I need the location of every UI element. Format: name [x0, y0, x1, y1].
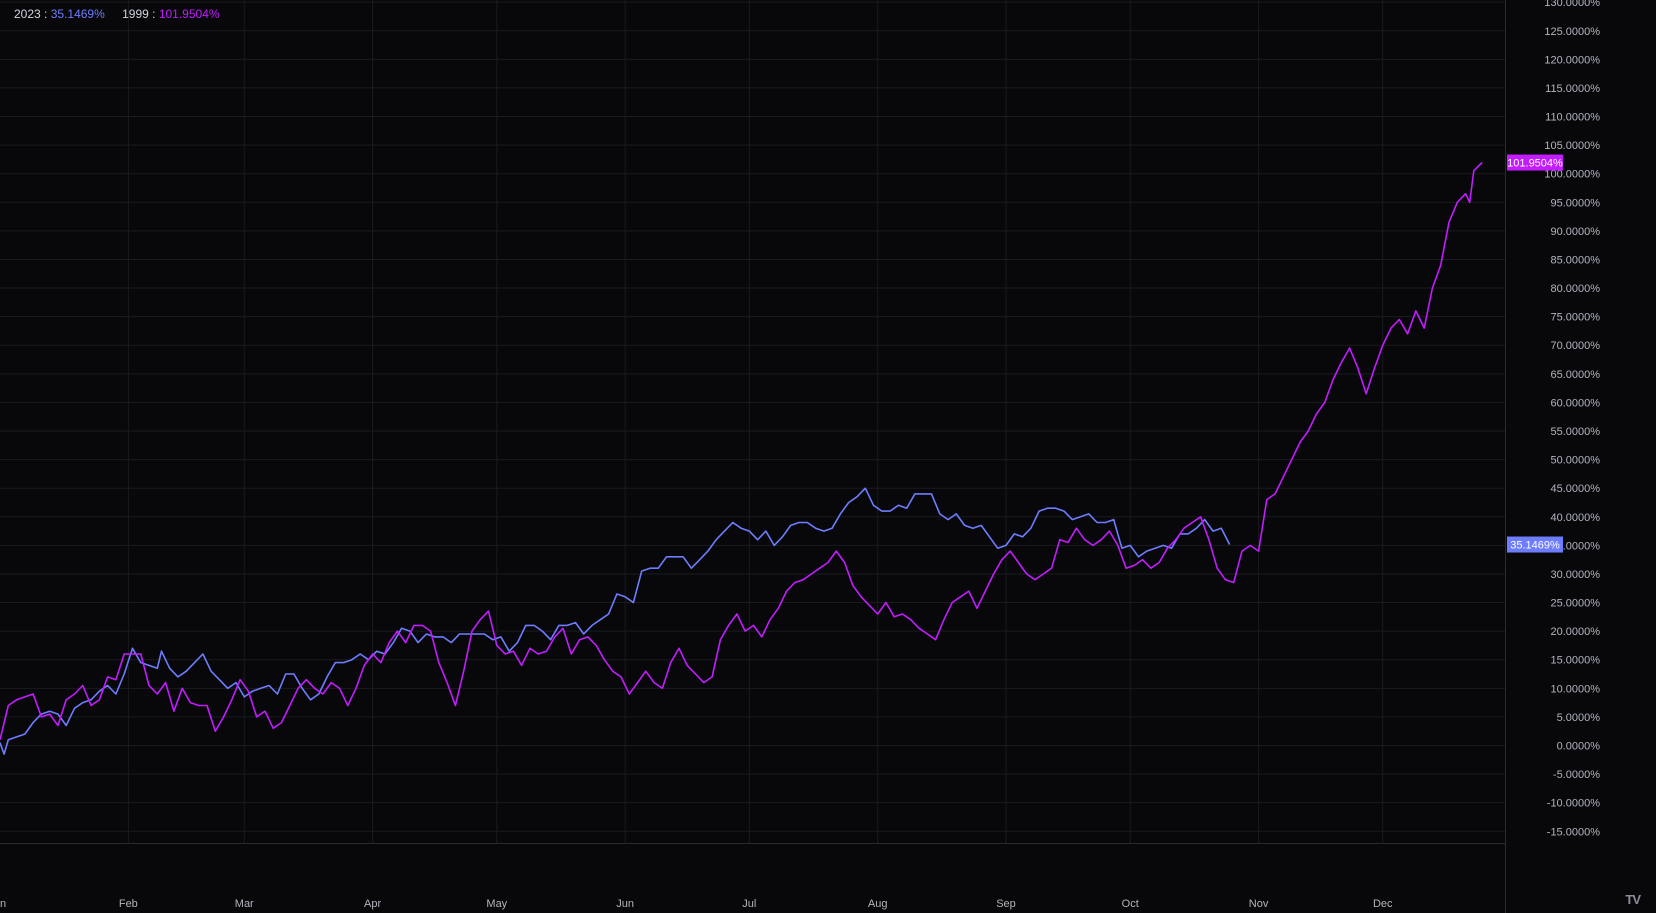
last-value-tag-1999: [1507, 154, 1563, 171]
last-value-label-2023: 35.1469%: [1510, 540, 1560, 552]
y-tick-label: 50.0000%: [1550, 455, 1600, 467]
y-tick-label: -15.0000%: [1547, 826, 1600, 838]
x-tick-label: Mar: [235, 898, 254, 910]
x-axis: n Feb Mar Apr May Jun Jul Aug Sep Oct Nov Dec: [0, 843, 1505, 910]
y-tick-label: 90.0000%: [1550, 226, 1600, 238]
legend-2023-value: 35.1469%: [50, 7, 105, 21]
last-value-tags: 35.1469% 101.9504%: [1507, 154, 1563, 553]
grid: [0, 0, 1505, 843]
y-tick-label: 20.0000%: [1550, 626, 1600, 638]
series-group: [0, 161, 1483, 755]
y-tick-label: 15.0000%: [1550, 655, 1600, 667]
x-tick-label: Jul: [742, 898, 756, 910]
y-tick-label: 30.0000%: [1550, 569, 1600, 581]
y-tick-label: 55.0000%: [1550, 426, 1600, 438]
y-tick-label: 100.0000%: [1544, 169, 1600, 181]
y-tick-label: 80.0000%: [1550, 283, 1600, 295]
legend-item-1999[interactable]: 1999 : 101.9504%: [122, 7, 220, 21]
x-tick-label: Nov: [1249, 898, 1269, 910]
y-tick-label: 60.0000%: [1550, 397, 1600, 409]
tradingview-logo-icon: TV: [1625, 892, 1641, 907]
legend-2023-name: 2023: [14, 7, 41, 21]
y-tick-label: 45.0000%: [1550, 483, 1600, 495]
y-tick-label: 0.0000%: [1557, 741, 1601, 753]
legend-1999-value: 101.9504%: [158, 7, 220, 21]
y-tick-label: 40.0000%: [1550, 512, 1600, 524]
series-line-2023: [0, 487, 1231, 755]
y-tick-label: 25.0000%: [1550, 598, 1600, 610]
legend: 2023 : 35.1469% 1999 : 101.9504%: [14, 7, 234, 21]
legend-item-2023[interactable]: 2023 : 35.1469%: [14, 7, 105, 21]
y-tick-label: 5.0000%: [1557, 712, 1601, 724]
last-value-tag-2023: [1507, 536, 1563, 553]
y-tick-label: 85.0000%: [1550, 254, 1600, 266]
y-tick-label: 75.0000%: [1550, 312, 1600, 324]
y-tick-label: 10.0000%: [1550, 683, 1600, 695]
y-tick-label: 95.0000%: [1550, 197, 1600, 209]
y-tick-label: 110.0000%: [1545, 112, 1600, 124]
y-tick-label: 120.0000%: [1544, 54, 1600, 66]
last-value-label-1999: 101.9504%: [1507, 158, 1563, 170]
y-axis: 130.0000% 125.0000% 120.0000% 115.0000% 110.…: [1505, 0, 1601, 913]
x-tick-label: Apr: [364, 898, 381, 910]
x-tick-label: Oct: [1122, 898, 1139, 910]
y-tick-label: -5.0000%: [1553, 769, 1600, 781]
x-tick-label: Feb: [119, 898, 138, 910]
x-tick-label: n: [0, 898, 6, 910]
y-tick-label: 130.0000%: [1544, 0, 1600, 9]
y-tick-label: 105.0000%: [1544, 140, 1600, 152]
legend-1999-name: 1999: [122, 7, 149, 21]
y-tick-label: 115.0000%: [1545, 83, 1600, 95]
x-tick-label: May: [486, 898, 507, 910]
x-tick-label: Dec: [1373, 898, 1393, 910]
series-line-1999: [0, 161, 1483, 740]
y-tick-label: -10.0000%: [1547, 798, 1600, 810]
x-tick-label: Sep: [996, 898, 1016, 910]
y-tick-label: 65.0000%: [1550, 369, 1600, 381]
y-tick-label: 70.0000%: [1550, 340, 1600, 352]
x-tick-label: Jun: [616, 898, 634, 910]
y-tick-label: 125.0000%: [1544, 26, 1600, 38]
x-tick-label: Aug: [868, 898, 888, 910]
